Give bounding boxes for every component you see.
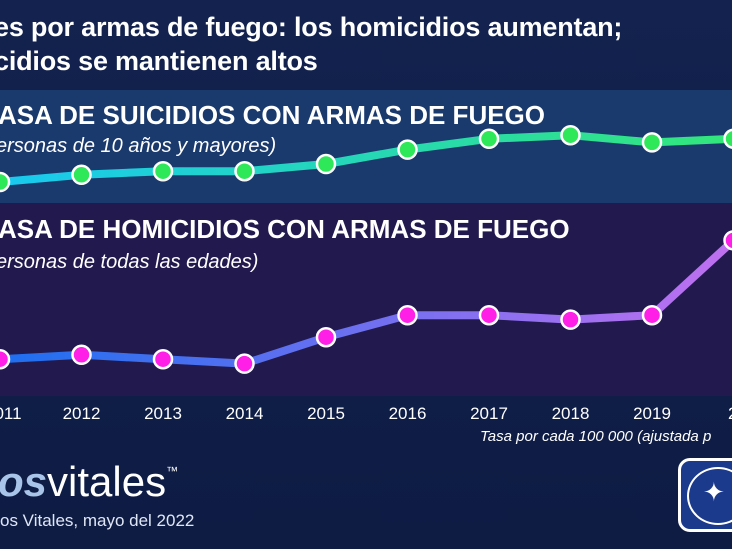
x-tick-2017: 2017 xyxy=(470,404,508,423)
x-tick-2011: 011 xyxy=(0,404,22,423)
suicide-point-2014 xyxy=(234,160,255,182)
suicide-panel-subtitle: ersonas de 10 años y mayores) xyxy=(0,135,276,157)
suicide-point-2015 xyxy=(315,153,337,175)
suicide-point-2013 xyxy=(152,160,174,182)
x-tick-2018: 2018 xyxy=(552,404,590,423)
homicide-point-2019 xyxy=(641,304,663,326)
x-tick-2020: 20 xyxy=(728,404,732,423)
homicide-panel-background xyxy=(0,203,732,396)
homicide-point-2018 xyxy=(560,309,581,330)
x-tick-2015: 2015 xyxy=(307,404,345,423)
homicide-point-2014 xyxy=(234,353,255,374)
suicide-point-2012 xyxy=(71,164,92,186)
homicide-point-2017 xyxy=(478,304,500,326)
headline-line-2: cidios se mantienen altos xyxy=(0,46,318,76)
suicide-point-2016 xyxy=(397,139,418,160)
homicide-point-2015 xyxy=(315,326,337,348)
suicide-point-2011 xyxy=(0,171,11,193)
suicide-point-2018 xyxy=(560,124,581,146)
brand-part-1: os xyxy=(0,458,48,505)
vital-signs-logo: osvitales™ xyxy=(0,458,178,506)
suicide-point-2019 xyxy=(641,132,663,153)
credit-line: os Vitales, mayo del 2022 xyxy=(0,511,195,530)
brand-trademark: ™ xyxy=(166,464,179,478)
suicide-point-2020 xyxy=(723,128,732,149)
brand-part-2: vitales xyxy=(47,458,167,505)
homicide-panel-subtitle: ersonas de todas las edades) xyxy=(0,251,258,273)
homicide-point-2016 xyxy=(397,304,418,326)
suicide-rate-line xyxy=(0,131,732,186)
x-tick-2012: 2012 xyxy=(63,404,101,423)
homicide-point-2011 xyxy=(0,348,11,370)
x-tick-2014: 2014 xyxy=(226,404,264,423)
suicide-panel-background xyxy=(0,90,732,203)
x-tick-2019: 2019 xyxy=(633,404,671,423)
headline-line-1: es por armas de fuego: los homicidios au… xyxy=(0,12,623,42)
x-tick-2013: 2013 xyxy=(144,404,182,423)
suicide-point-2017 xyxy=(478,128,500,150)
hhs-eagle-icon: ✦ xyxy=(678,458,732,532)
x-tick-2016: 2016 xyxy=(389,404,427,423)
homicide-panel-title: ASA DE HOMICIDIOS CON ARMAS DE FUEGO xyxy=(0,214,570,244)
homicide-rate-line xyxy=(0,236,732,368)
logo-ring xyxy=(687,467,732,525)
homicide-point-2012 xyxy=(71,344,92,366)
homicide-point-2020 xyxy=(723,230,732,251)
rate-note: Tasa por cada 100 000 (ajustada p xyxy=(480,428,711,445)
homicide-point-2013 xyxy=(152,348,174,370)
eagle-glyph: ✦ xyxy=(703,477,725,507)
suicide-panel-title: ASA DE SUICIDIOS CON ARMAS DE FUEGO xyxy=(0,100,545,130)
